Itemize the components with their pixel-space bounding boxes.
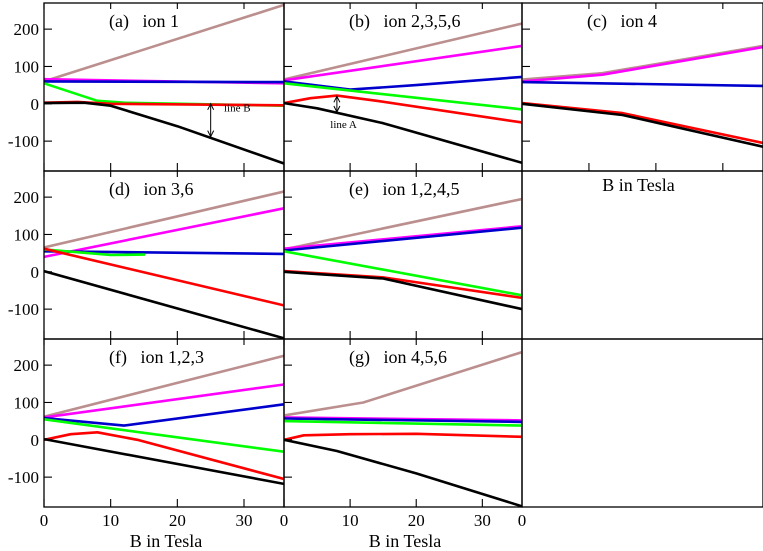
x-axis-label: B in Tesla — [602, 175, 674, 195]
panel-0: -100 0 100 200 (a) ion 1 line B — [8, 2, 285, 172]
y-tick-label: 200 — [14, 356, 40, 375]
x-tick-label: 30 — [474, 511, 491, 530]
series-green — [284, 82, 522, 111]
y-tick-label: 200 — [14, 188, 40, 207]
series-magenta — [284, 44, 522, 82]
x-tick-label: 20 — [408, 511, 425, 530]
empty-panel-2 — [521, 338, 763, 508]
x-tick-label: 20 — [169, 511, 186, 530]
series-black — [44, 101, 284, 165]
panel-label: (g) ion 4,5,6 — [349, 347, 447, 368]
series-green — [44, 248, 146, 257]
panel-3: -100 0 100 200 (d) ion 3,6 — [8, 170, 285, 340]
series-brown — [284, 197, 522, 251]
series-blue — [44, 80, 284, 84]
series-magenta — [284, 225, 522, 250]
y-tick-label: 100 — [14, 57, 40, 76]
series-blue — [522, 80, 763, 88]
x-axis-label: B in Tesla — [130, 531, 202, 551]
series-green — [284, 250, 522, 297]
panel-6: 0 10 20 30 (g) ion 4,5,6 — [280, 338, 523, 530]
panel-4: (e) ion 1,2,4,5 — [283, 170, 523, 340]
x-tick-label: 30 — [236, 511, 253, 530]
series-black — [284, 270, 522, 311]
y-tick-label: 100 — [14, 225, 40, 244]
x-tick-label: 0 — [280, 511, 289, 530]
panel-2-frame — [521, 2, 763, 172]
series-brown — [284, 22, 522, 81]
series-red — [44, 247, 284, 307]
series-black — [284, 101, 522, 165]
panel-4-series — [284, 197, 522, 311]
series-red — [44, 431, 284, 481]
y-tick-label: 0 — [31, 95, 40, 114]
series-magenta — [44, 207, 284, 259]
panel-label: (a) ion 1 — [109, 11, 179, 32]
series-magenta — [44, 383, 284, 419]
panel-label: (e) ion 1,2,4,5 — [349, 179, 459, 200]
panel-2: (c) ion 4 — [521, 2, 763, 172]
series-black — [44, 437, 284, 486]
series-black — [522, 102, 763, 148]
series-blue — [44, 403, 284, 427]
panel-label: (f) ion 1,2,3 — [109, 347, 204, 368]
series-brown — [44, 190, 284, 249]
y-tick-label: -100 — [8, 132, 39, 151]
x-tick-label: 10 — [342, 511, 359, 530]
panel-1-series — [284, 22, 522, 165]
empty-panel-1 — [521, 170, 763, 340]
x-axis-label: B in Tesla — [369, 531, 441, 551]
y-tick-label: 200 — [14, 20, 40, 39]
series-blue — [284, 226, 522, 252]
panel-label: (c) ion 4 — [587, 11, 657, 32]
series-blue — [284, 417, 522, 424]
series-brown — [44, 354, 284, 418]
panel-0-series — [44, 3, 284, 165]
series-brown — [44, 3, 284, 83]
x-tick-label: 0 — [40, 511, 49, 530]
y-tick-label: -100 — [8, 300, 39, 319]
series-green — [284, 419, 522, 427]
arrowhead-bottom — [207, 130, 215, 138]
panel-5: -100 0 100 200 0 10 20 30 (f) ion 1,2,3 — [8, 338, 285, 530]
series-red — [284, 432, 522, 442]
annotation-text: line B — [224, 102, 251, 114]
panel-2-series — [522, 44, 763, 148]
arrowhead-top — [333, 95, 341, 103]
x-tick-label: 0 — [518, 511, 527, 530]
series-brown — [522, 44, 763, 81]
y-tick-label: 100 — [14, 393, 40, 412]
arrowhead-top — [207, 102, 215, 111]
y-tick-label: 0 — [31, 263, 40, 282]
panel-6-series — [284, 350, 522, 507]
panel-5-series — [44, 354, 284, 486]
panel-3-series — [44, 190, 284, 339]
panel-label: (b) ion 2,3,5,6 — [349, 11, 461, 32]
panel-label: (d) ion 3,6 — [109, 179, 194, 200]
panel-1: (b) ion 2,3,5,6 line A — [283, 2, 523, 172]
annotation-text: line A — [330, 119, 357, 131]
series-blue — [284, 75, 522, 91]
y-tick-label: -100 — [8, 468, 39, 487]
series-black — [44, 269, 284, 339]
arrowhead-bottom — [333, 105, 341, 114]
series-green — [44, 418, 284, 453]
panel-6-frame — [283, 338, 523, 508]
x-tick-label: 10 — [102, 511, 119, 530]
series-brown — [284, 350, 522, 417]
series-magenta — [522, 45, 763, 83]
y-tick-label: 0 — [31, 431, 40, 450]
series-black — [284, 438, 522, 507]
